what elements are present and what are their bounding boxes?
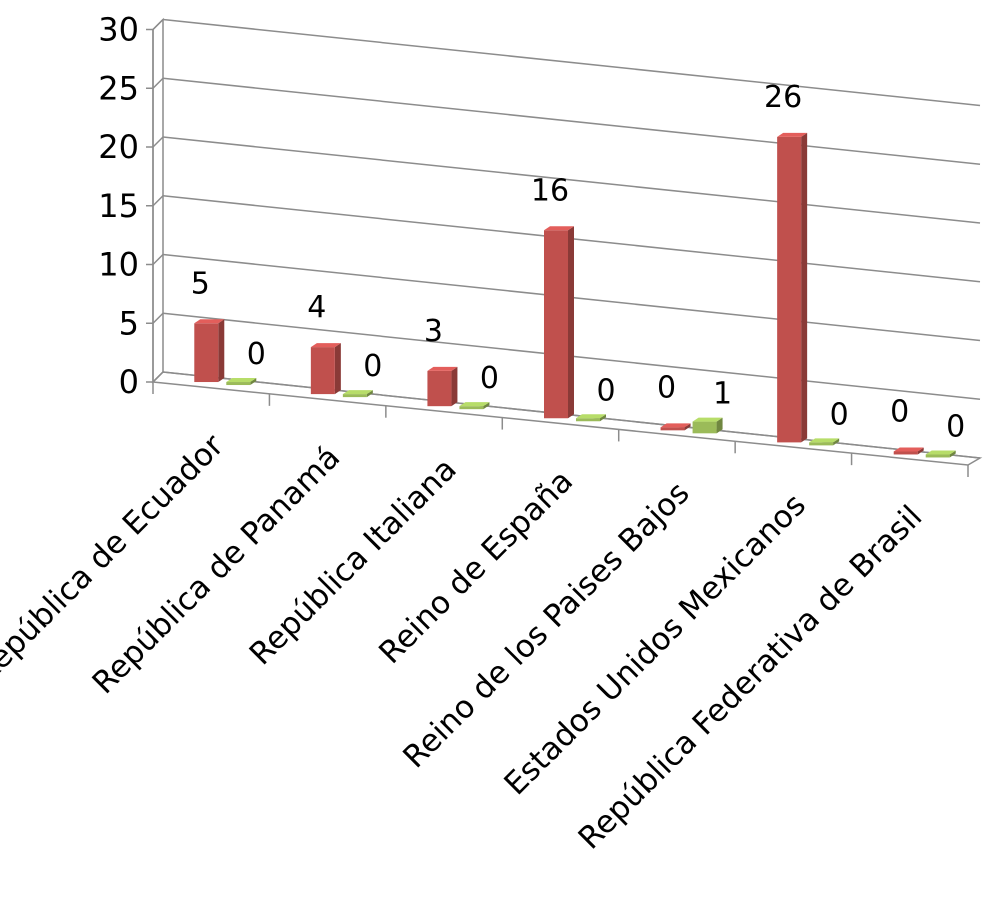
y-tick-label: 5	[119, 304, 139, 342]
data-label: 1	[713, 377, 732, 412]
bars	[194, 132, 956, 458]
y-tick-label: 20	[98, 128, 139, 166]
data-label: 5	[191, 266, 210, 301]
bar	[809, 442, 834, 446]
gridline-side-5	[152, 312, 164, 324]
bar-top	[544, 226, 574, 231]
gridline-side-30	[152, 18, 164, 31]
bar	[544, 230, 568, 419]
bar-top	[692, 417, 723, 422]
data-label: 0	[946, 409, 965, 444]
gridline-25	[162, 77, 981, 165]
data-label: 16	[531, 173, 569, 208]
bar	[660, 427, 685, 431]
data-label: 0	[830, 397, 849, 432]
bar-top	[194, 319, 225, 324]
bar-side	[250, 378, 257, 386]
bar-side	[949, 450, 956, 458]
bar-top	[576, 414, 606, 419]
bar-side	[833, 438, 840, 446]
gridline-side-20	[152, 136, 164, 148]
category-label: República de Panamá	[86, 439, 348, 701]
bar-side	[218, 319, 225, 383]
bar-side	[366, 390, 373, 398]
data-labels: 5 0 4 0 3 0 16 0 0 1 26 0 0 0	[191, 80, 966, 445]
y-tick-label: 0	[119, 363, 139, 401]
bar-side	[568, 226, 574, 419]
gridline-side-15	[152, 195, 164, 207]
bar	[194, 323, 219, 383]
data-label: 26	[764, 80, 802, 115]
axes	[146, 28, 969, 477]
bar-side	[716, 417, 723, 434]
bar-top	[925, 450, 956, 455]
y-axis-tick-labels: 0 5 10 15 20 25 30	[98, 11, 139, 402]
data-label: 0	[596, 373, 615, 408]
bar-side	[917, 447, 924, 455]
bar	[427, 370, 452, 407]
bar-top	[342, 390, 373, 395]
bar-top	[893, 447, 924, 452]
bar	[925, 454, 950, 458]
data-label: 0	[890, 394, 909, 429]
y-tick-label: 10	[98, 246, 139, 284]
bar-top	[777, 132, 808, 137]
bar-top	[459, 402, 490, 407]
bar-top	[310, 343, 341, 348]
bar	[777, 136, 802, 443]
data-label: 0	[480, 361, 499, 396]
data-label: 0	[657, 370, 676, 405]
bar-side	[684, 423, 691, 431]
y-tick-label: 25	[98, 69, 139, 107]
y-tick-label: 15	[98, 187, 139, 225]
bar-top	[809, 438, 840, 443]
gridline-side-25	[152, 77, 164, 89]
data-label: 0	[247, 337, 266, 372]
bar	[226, 382, 251, 386]
bar-side	[451, 366, 458, 407]
bar	[576, 418, 600, 422]
gridline-30	[162, 18, 981, 107]
gridline-side-10	[152, 253, 164, 266]
bar	[459, 406, 484, 410]
data-label: 0	[363, 349, 382, 384]
bar-top	[660, 423, 691, 428]
gridline-20	[162, 136, 981, 224]
bar	[692, 421, 717, 434]
bar	[310, 347, 335, 395]
bar-side	[600, 414, 606, 422]
bar-top	[226, 378, 257, 383]
bar-top	[427, 366, 458, 371]
bar-side	[334, 343, 341, 395]
bar	[342, 394, 367, 398]
gridline-side-0	[152, 371, 164, 383]
y-tick-label: 30	[98, 11, 139, 49]
data-label: 4	[307, 290, 326, 325]
bar	[893, 451, 918, 455]
bar-side	[801, 132, 808, 443]
data-label: 3	[424, 314, 443, 349]
bar-side	[483, 402, 490, 410]
